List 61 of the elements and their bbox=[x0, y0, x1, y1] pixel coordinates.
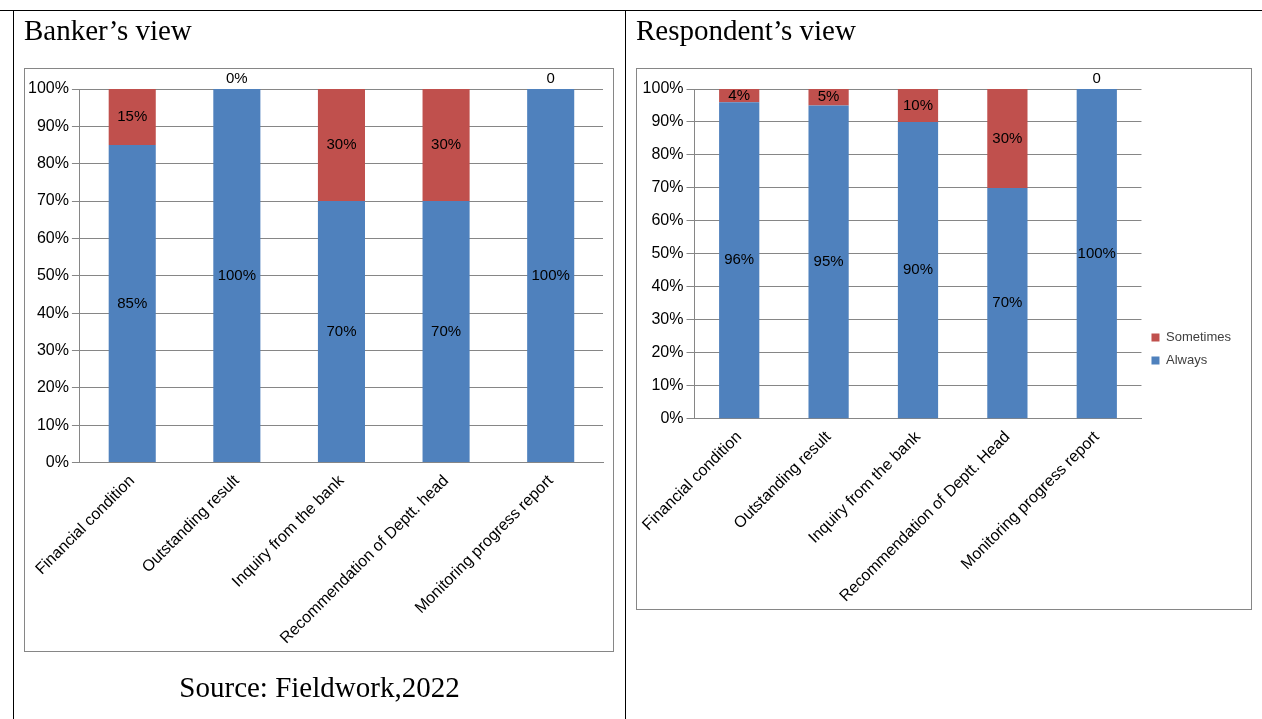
bar bbox=[108, 145, 156, 463]
y-tick-label: 30% bbox=[651, 310, 684, 328]
y-tick-label: 10% bbox=[651, 376, 684, 394]
data-label: 100% bbox=[217, 265, 257, 283]
y-tick-label: 10% bbox=[36, 415, 69, 433]
y-tick-label: 60% bbox=[651, 211, 684, 229]
data-label: 96% bbox=[724, 250, 755, 268]
data-label: 100% bbox=[531, 265, 570, 283]
y-tick-label: 20% bbox=[36, 378, 69, 396]
data-label: 95% bbox=[813, 251, 844, 269]
legend-label: Sometimes bbox=[1165, 329, 1232, 345]
y-tick-label: 0% bbox=[45, 452, 69, 470]
data-label: 30% bbox=[992, 128, 1023, 146]
data-label: 0 bbox=[1092, 68, 1101, 86]
data-label: 0% bbox=[226, 68, 248, 86]
bar bbox=[987, 89, 1028, 188]
data-label: 4% bbox=[728, 85, 751, 103]
bar bbox=[808, 105, 849, 419]
bar bbox=[422, 201, 470, 463]
y-tick-label: 30% bbox=[36, 340, 69, 358]
bar bbox=[897, 121, 939, 419]
y-tick-label: 0% bbox=[660, 409, 684, 427]
data-label: 90% bbox=[902, 260, 934, 278]
data-label: 70% bbox=[326, 321, 357, 339]
data-label: 10% bbox=[902, 95, 934, 113]
bar bbox=[317, 89, 365, 202]
y-tick-label: 20% bbox=[651, 343, 684, 361]
source-note: Source: Fieldwork,2022 bbox=[178, 671, 461, 704]
chart-title: Banker’s view bbox=[24, 14, 192, 47]
data-label: 30% bbox=[431, 135, 462, 153]
bar bbox=[719, 102, 760, 419]
bar bbox=[422, 89, 470, 202]
data-label: 85% bbox=[117, 293, 148, 311]
data-label: 5% bbox=[817, 87, 840, 105]
bar bbox=[987, 187, 1028, 419]
y-tick-label: 60% bbox=[36, 228, 69, 246]
y-tick-label: 90% bbox=[36, 116, 69, 134]
data-label: 70% bbox=[431, 321, 462, 339]
bar bbox=[527, 89, 575, 463]
data-label: 70% bbox=[992, 293, 1023, 311]
y-tick-label: 90% bbox=[651, 112, 684, 130]
data-label: 0 bbox=[546, 68, 555, 86]
y-tick-label: 100% bbox=[642, 79, 684, 97]
bar bbox=[1076, 89, 1117, 419]
legend-label: Always bbox=[1165, 352, 1208, 368]
y-tick-label: 80% bbox=[36, 154, 69, 172]
bar bbox=[317, 201, 365, 463]
data-label: 15% bbox=[117, 107, 148, 125]
chart-title: Respondent’s view bbox=[636, 14, 856, 47]
data-label: 30% bbox=[326, 135, 357, 153]
y-tick-label: 50% bbox=[651, 244, 684, 262]
y-tick-label: 70% bbox=[36, 191, 69, 209]
y-tick-label: 40% bbox=[651, 277, 684, 295]
data-label: 100% bbox=[1077, 243, 1116, 261]
y-tick-label: 80% bbox=[651, 145, 684, 163]
y-tick-label: 40% bbox=[36, 303, 69, 321]
bar bbox=[213, 89, 261, 463]
y-tick-label: 70% bbox=[651, 178, 684, 196]
y-tick-label: 100% bbox=[28, 79, 69, 97]
y-tick-label: 50% bbox=[36, 266, 69, 284]
bar bbox=[108, 89, 156, 146]
